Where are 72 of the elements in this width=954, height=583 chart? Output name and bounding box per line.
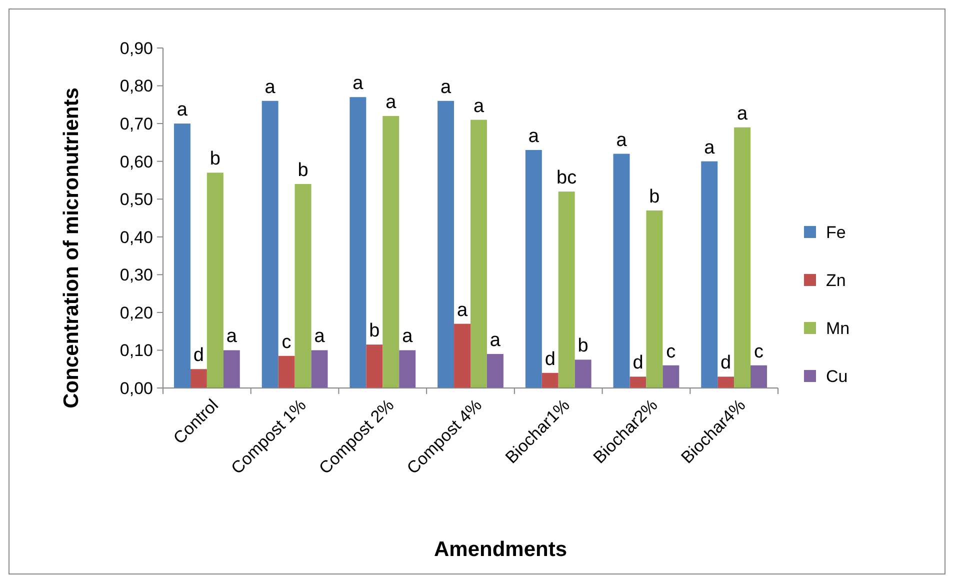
bar <box>399 350 416 388</box>
legend-label: Fe <box>826 222 846 242</box>
bar <box>662 365 680 388</box>
bar <box>190 369 207 388</box>
bar <box>438 100 454 388</box>
bar <box>454 324 470 388</box>
data-label: d <box>193 345 204 366</box>
bar <box>470 120 487 388</box>
y-axis-title: Concentration of micronutrients <box>60 88 83 408</box>
data-label: a <box>456 300 468 321</box>
data-label: b <box>298 160 308 181</box>
bar <box>262 100 278 388</box>
bar <box>734 127 751 388</box>
y-tick-label: 0,00 <box>120 378 153 398</box>
y-tick-label: 0,70 <box>120 114 153 134</box>
y-tick-label: 0,30 <box>120 266 153 285</box>
data-label: a <box>176 100 188 121</box>
bar <box>558 192 575 388</box>
data-label: a <box>314 326 326 348</box>
data-label: d <box>720 352 732 374</box>
data-label: a <box>528 126 540 147</box>
y-tick-label: 0,60 <box>120 152 153 172</box>
bar <box>574 360 592 388</box>
bar <box>613 154 630 388</box>
data-label: a <box>352 73 364 94</box>
y-tick-label: 0,50 <box>120 190 153 210</box>
bar <box>223 350 240 388</box>
data-label: d <box>544 348 556 370</box>
y-tick-label: 0,90 <box>120 38 153 58</box>
bar <box>525 150 542 388</box>
bar <box>646 210 663 388</box>
bar <box>382 116 400 388</box>
bar <box>701 161 718 388</box>
bar <box>278 356 295 388</box>
data-label: b <box>369 320 380 342</box>
legend-label: Cu <box>826 366 848 386</box>
data-label: a <box>386 92 397 113</box>
data-label: bc <box>556 168 577 189</box>
data-label: b <box>649 186 660 208</box>
bar <box>174 124 190 388</box>
legend-label: Zn <box>826 270 846 290</box>
bar <box>486 354 504 388</box>
data-label: a <box>737 103 748 124</box>
y-tick-label: 0,20 <box>120 303 153 322</box>
bar <box>366 344 383 388</box>
data-label: a <box>704 137 716 158</box>
bar <box>311 350 328 388</box>
bar <box>294 184 312 388</box>
data-label: a <box>264 76 276 98</box>
bar <box>542 372 558 388</box>
data-label: c <box>754 341 764 362</box>
data-label: a <box>616 130 628 151</box>
data-label: a <box>226 326 238 348</box>
bar <box>718 376 734 388</box>
y-tick-label: 0,40 <box>120 228 153 247</box>
data-label: a <box>440 76 452 98</box>
bar <box>750 365 768 388</box>
data-label: c <box>282 332 292 353</box>
data-label: b <box>578 336 588 357</box>
x-axis-title: Amendments <box>434 538 568 561</box>
data-label: a <box>473 96 484 117</box>
legend-label: Mn <box>826 318 850 338</box>
y-tick-label: 0,80 <box>120 76 153 96</box>
data-label: b <box>210 148 220 170</box>
y-tick-label: 0,10 <box>120 341 153 360</box>
bar <box>350 97 366 388</box>
data-label: c <box>666 341 676 362</box>
data-label: a <box>402 326 414 348</box>
bar <box>206 172 224 388</box>
data-label: d <box>632 352 644 374</box>
data-label: a <box>490 330 501 351</box>
bar <box>630 376 646 388</box>
